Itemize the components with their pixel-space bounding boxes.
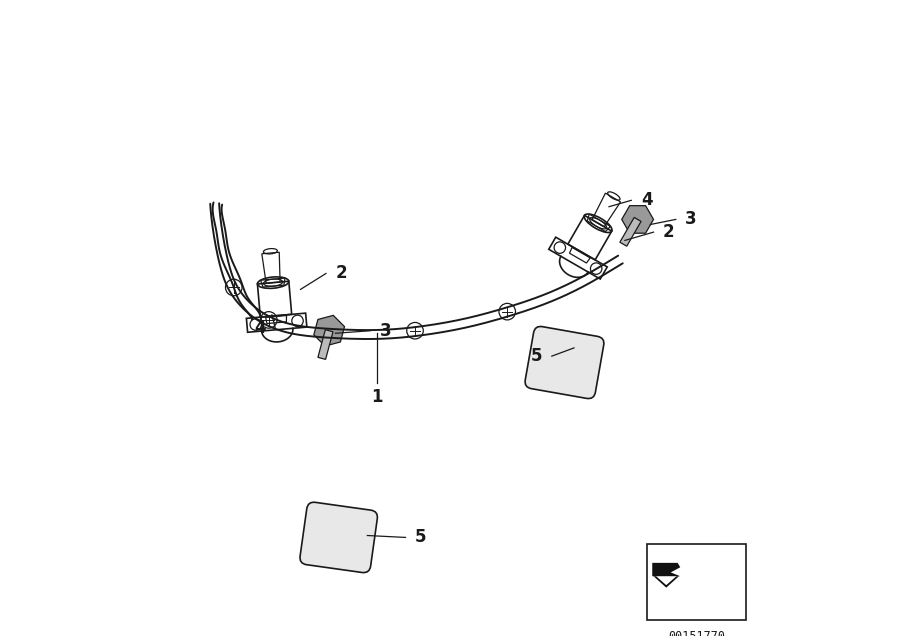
Polygon shape xyxy=(653,576,679,588)
Polygon shape xyxy=(652,563,680,576)
Text: 3: 3 xyxy=(380,322,392,340)
Text: 2: 2 xyxy=(336,265,347,282)
Polygon shape xyxy=(314,315,345,346)
Polygon shape xyxy=(620,218,641,246)
Text: 4: 4 xyxy=(254,319,266,336)
Text: 5: 5 xyxy=(415,529,427,546)
Text: 1: 1 xyxy=(371,388,382,406)
Bar xyxy=(647,544,746,620)
Text: 3: 3 xyxy=(685,211,697,228)
FancyBboxPatch shape xyxy=(300,502,377,572)
Polygon shape xyxy=(318,329,333,359)
Text: 5: 5 xyxy=(531,347,542,365)
Text: 2: 2 xyxy=(663,223,675,241)
FancyBboxPatch shape xyxy=(525,326,604,399)
Text: 00151770: 00151770 xyxy=(668,630,725,636)
Text: 4: 4 xyxy=(641,191,652,209)
Polygon shape xyxy=(622,205,653,233)
